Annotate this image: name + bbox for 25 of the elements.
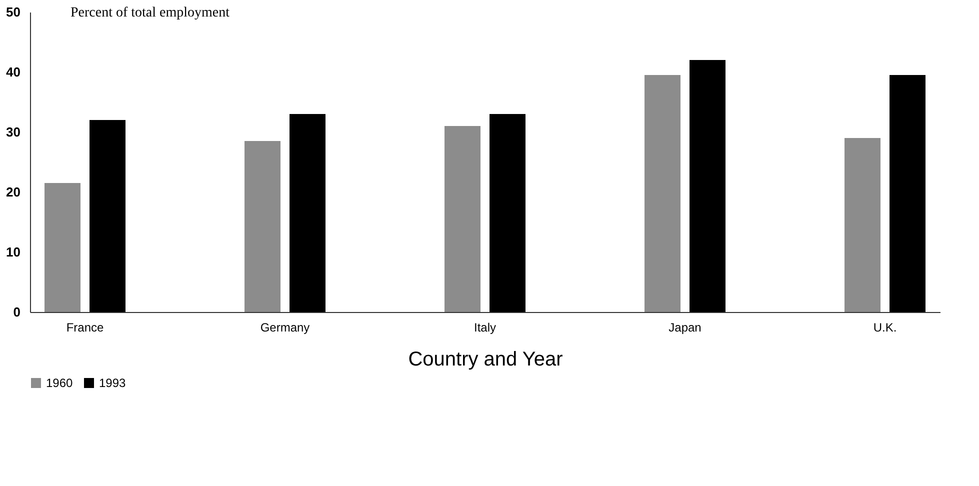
x-tick-label: Germany	[260, 320, 310, 334]
bar	[690, 60, 726, 312]
x-tick-label: U.K.	[873, 320, 897, 334]
legend-label: 1993	[99, 376, 126, 390]
bar	[490, 114, 526, 312]
x-tick-label: Italy	[474, 320, 496, 334]
bar	[844, 138, 880, 312]
legend-label: 1960	[46, 376, 74, 390]
bar	[290, 114, 326, 312]
bar	[644, 75, 680, 312]
bar	[44, 183, 80, 312]
y-tick-label: 10	[6, 244, 20, 260]
y-axis-title: Percent of total employment	[70, 6, 230, 20]
x-axis-title: Country and Year	[408, 348, 564, 370]
y-tick-label: 40	[6, 64, 20, 80]
y-tick-label: 20	[6, 184, 20, 200]
bar	[444, 126, 480, 312]
y-tick-label: 50	[6, 4, 20, 20]
x-tick-label: Japan	[668, 320, 702, 334]
y-tick-label: 30	[6, 124, 20, 140]
bar	[90, 120, 126, 312]
y-tick-label: 0	[13, 304, 20, 320]
bar	[890, 75, 926, 312]
bar	[244, 141, 280, 312]
x-tick-label: France	[66, 320, 104, 334]
